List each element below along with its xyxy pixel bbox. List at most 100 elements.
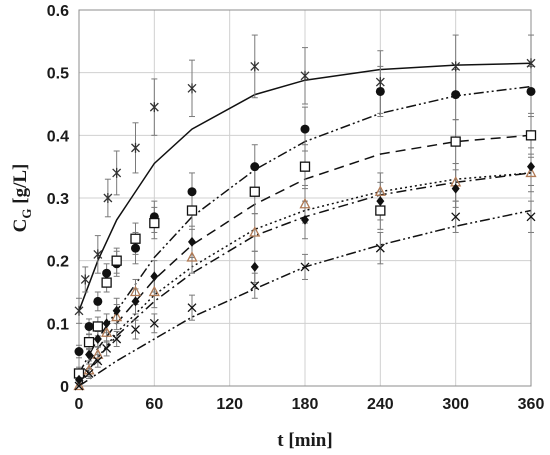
data-point-triangle <box>129 285 142 297</box>
data-point-triangle <box>374 185 386 196</box>
y-tick-labels: 0 0.1 0.2 0.3 0.4 0.5 0.6 <box>47 3 69 396</box>
plot-frame <box>78 9 532 387</box>
y-tick-label: 0.6 <box>47 3 69 20</box>
data-point-star <box>300 70 310 81</box>
data-point-star <box>451 61 461 72</box>
fit-line-diamond <box>78 172 532 384</box>
data-point-triangle <box>92 348 104 359</box>
data-point-star <box>187 83 197 94</box>
x-tick-label: 240 <box>367 396 394 413</box>
data-point-star <box>131 142 140 153</box>
data-point-circle <box>93 296 103 306</box>
data-point-circle <box>451 90 461 100</box>
data-point-diamond <box>102 318 111 329</box>
y-axis-title-main: C <box>10 219 31 233</box>
data-point-star <box>112 167 122 178</box>
data-point-circle <box>300 124 310 134</box>
data-point-x <box>451 212 461 222</box>
data-point-square <box>249 186 260 197</box>
data-point-x <box>131 325 140 335</box>
data-point-diamond <box>150 271 159 282</box>
data-point-diamond <box>85 349 94 360</box>
y-tick-label: 0.4 <box>47 128 69 145</box>
x-tick-labels: 0 60 120 180 240 300 360 <box>75 396 545 413</box>
y-axis-title-unit: [g/L] <box>10 164 31 209</box>
data-point-circle <box>526 86 536 96</box>
data-point-diamond <box>112 305 121 316</box>
data-point-triangle <box>525 166 537 178</box>
data-point-x <box>112 334 122 344</box>
data-point-triangle <box>101 326 113 337</box>
x-tick-label: 180 <box>292 396 319 413</box>
data-point-x <box>74 381 84 391</box>
y-tick-label: 0.2 <box>47 254 69 271</box>
fit-line-star <box>78 62 532 312</box>
data-point-diamond <box>301 214 309 225</box>
y-axis-title: CG [g/L] <box>10 164 34 233</box>
data-point-star <box>250 61 260 72</box>
data-point-square <box>130 233 141 244</box>
x-tick-label: 300 <box>442 396 469 413</box>
data-point-x <box>187 303 197 313</box>
data-point-square <box>92 321 103 332</box>
data-point-diamond <box>250 261 259 272</box>
data-point-triangle <box>186 251 198 262</box>
data-point-star <box>103 193 113 203</box>
data-point-x <box>300 262 310 272</box>
fit-line-x <box>78 209 532 387</box>
data-point-circle <box>102 268 112 278</box>
data-point-circle <box>250 162 260 172</box>
y-axis-title-sub: G <box>19 209 34 219</box>
data-point-star <box>375 77 385 88</box>
y-tick-label: 0.3 <box>47 191 69 208</box>
data-markers <box>73 58 537 391</box>
data-point-x <box>526 212 536 222</box>
y-tick-label: 0 <box>60 379 69 396</box>
data-point-square <box>375 205 386 216</box>
data-point-diamond <box>75 374 83 385</box>
data-point-square <box>101 277 112 288</box>
data-point-x <box>250 281 260 291</box>
data-point-star <box>80 274 90 285</box>
data-point-circle <box>74 347 84 357</box>
data-point-triangle <box>111 310 123 322</box>
y-tick-label: 0.5 <box>47 66 69 83</box>
data-point-diamond <box>93 334 102 344</box>
data-point-circle <box>84 321 94 331</box>
data-point-circle <box>187 187 197 197</box>
data-point-square <box>450 136 461 147</box>
data-point-circle <box>375 86 385 96</box>
data-point-star <box>149 102 159 113</box>
data-point-x <box>149 318 159 328</box>
data-point-square <box>149 217 160 229</box>
data-point-diamond <box>131 296 140 307</box>
x-tick-label: 60 <box>145 396 163 413</box>
data-point-triangle <box>148 285 160 297</box>
data-point-circle <box>131 243 140 253</box>
data-point-x <box>375 243 385 253</box>
data-point-square <box>186 205 198 216</box>
data-point-square <box>111 255 122 266</box>
data-point-x <box>84 369 94 378</box>
data-point-square <box>83 336 95 348</box>
x-axis-title: t [min] <box>277 430 332 451</box>
data-point-triangle <box>73 379 85 391</box>
data-point-diamond <box>376 196 385 207</box>
x-tick-label: 120 <box>216 396 243 413</box>
data-point-triangle <box>249 226 261 237</box>
data-point-square <box>525 130 537 141</box>
x-tick-label: 360 <box>518 396 545 413</box>
y-tick-label: 0.1 <box>47 316 69 333</box>
data-point-square <box>299 161 311 172</box>
data-point-star <box>74 305 84 316</box>
data-point-x <box>102 343 112 353</box>
data-point-x <box>93 356 103 366</box>
data-point-star <box>93 249 103 260</box>
fit-line-circle <box>78 85 532 374</box>
data-point-diamond <box>188 236 196 247</box>
data-point-diamond <box>451 183 460 194</box>
data-point-star <box>526 58 536 69</box>
x-tick-label: 0 <box>75 396 84 413</box>
data-point-triangle <box>299 197 311 209</box>
